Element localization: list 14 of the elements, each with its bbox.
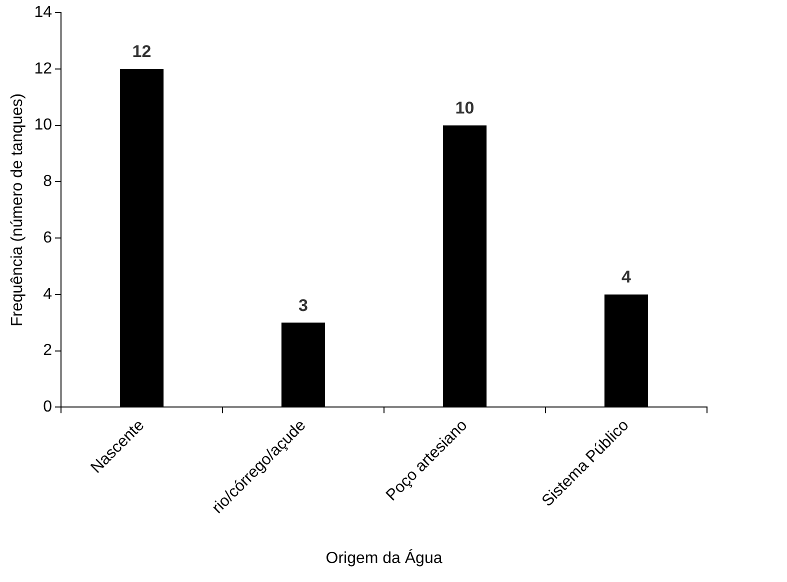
y-tick-label: 8 [43, 173, 52, 190]
y-tick-label: 0 [43, 398, 52, 416]
y-tick-label: 12 [34, 60, 52, 78]
y-axis-title: Frequência (número de tanques) [9, 93, 26, 326]
data-label: 10 [455, 98, 474, 118]
y-tick-label: 10 [34, 116, 52, 134]
y-tick-label: 6 [43, 229, 52, 246]
y-tick-label: 2 [43, 342, 52, 360]
data-label: 3 [298, 296, 308, 315]
y-tick-label: 14 [34, 4, 52, 22]
y-tick-label: 4 [43, 286, 52, 303]
data-label: 4 [622, 268, 632, 287]
data-label: 12 [132, 42, 152, 62]
x-axis-title: Origem da Água [326, 548, 442, 567]
